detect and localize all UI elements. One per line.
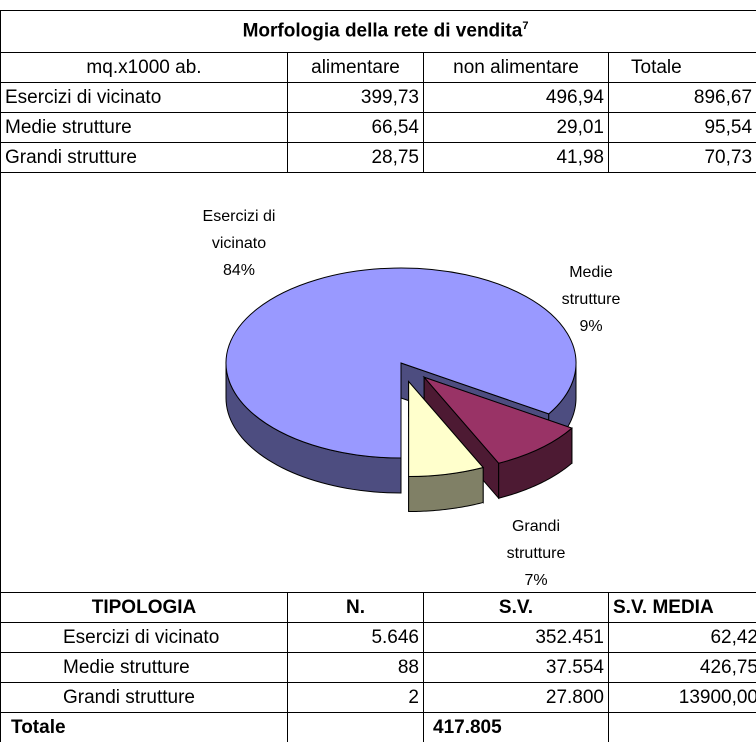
- cell: 27.800: [423, 682, 609, 713]
- header-cell: non alimentare: [423, 52, 609, 83]
- pie-slice: [422, 376, 573, 464]
- title-text: Morfologia della rete di vendita: [242, 20, 523, 42]
- cell: 41,98: [423, 142, 609, 173]
- header-cell: S.V.: [423, 592, 609, 623]
- header-cell: Totale: [607, 52, 756, 83]
- table-title: Morfologia della rete di vendita7: [0, 10, 756, 53]
- row-label: Grandi strutture: [0, 682, 288, 713]
- slice-label: Esercizi di vicinato 84%: [189, 203, 289, 284]
- row-label: Esercizi di vicinato: [0, 622, 288, 653]
- value-label: 7%: [524, 572, 548, 589]
- header-cell: alimentare: [287, 52, 424, 83]
- pie-slice: [225, 267, 577, 459]
- pie-slice: [408, 380, 485, 478]
- value-label: 9%: [579, 318, 603, 335]
- row-label: Medie strutture: [0, 652, 288, 683]
- row-label: Grandi strutture: [0, 142, 288, 173]
- total-label: Totale: [0, 712, 288, 742]
- cell: 88: [287, 652, 424, 683]
- cell: 29,01: [423, 112, 609, 143]
- header-cell: S.V. MEDIA: [608, 592, 756, 623]
- header-cell: mq.x1000 ab.: [0, 52, 288, 83]
- pie-chart: [225, 267, 577, 513]
- cell: 37.554: [423, 652, 609, 683]
- cell: 2: [287, 682, 424, 713]
- row-label: Esercizi di vicinato: [0, 82, 288, 113]
- document: Morfologia della rete di vendita7 mq.x10…: [0, 10, 756, 742]
- slice-label: Medie strutture 9%: [541, 259, 641, 340]
- footnote-mark: 7: [522, 20, 529, 33]
- cell: 399,73: [287, 82, 424, 113]
- header-cell: N.: [287, 592, 424, 623]
- cell: 352.451: [423, 622, 609, 653]
- header-cell: TIPOLOGIA: [0, 592, 288, 623]
- slice-label: Grandi strutture 7%: [486, 513, 586, 592]
- cell: 426,75: [608, 652, 756, 683]
- table-typology: TIPOLOGIA N. S.V. S.V. MEDIA Esercizi di…: [0, 592, 756, 742]
- empty-cell: [608, 712, 756, 742]
- row-label: Medie strutture: [0, 112, 288, 143]
- cell: 95,54: [607, 112, 756, 143]
- value-label: 84%: [222, 262, 256, 279]
- total-cell: 417.805: [423, 712, 609, 742]
- cell: 896,67: [607, 82, 756, 113]
- cell: 62,42: [608, 622, 756, 653]
- cell: 70,73: [607, 142, 756, 173]
- cell: 66,54: [287, 112, 424, 143]
- pie-chart-area: Esercizi di vicinato 84% Medie strutture 9…: [0, 173, 756, 592]
- cell: 496,94: [423, 82, 609, 113]
- table-sales-network: Morfologia della rete di vendita7 mq.x10…: [0, 10, 756, 173]
- cell: 5.646: [287, 622, 424, 653]
- cell: 13900,00: [608, 682, 756, 713]
- cell: 28,75: [287, 142, 424, 173]
- category-label: Medie strutture: [561, 264, 621, 308]
- category-label: Esercizi di vicinato: [202, 208, 276, 252]
- category-label: Grandi strutture: [506, 518, 566, 562]
- empty-cell: [287, 712, 424, 742]
